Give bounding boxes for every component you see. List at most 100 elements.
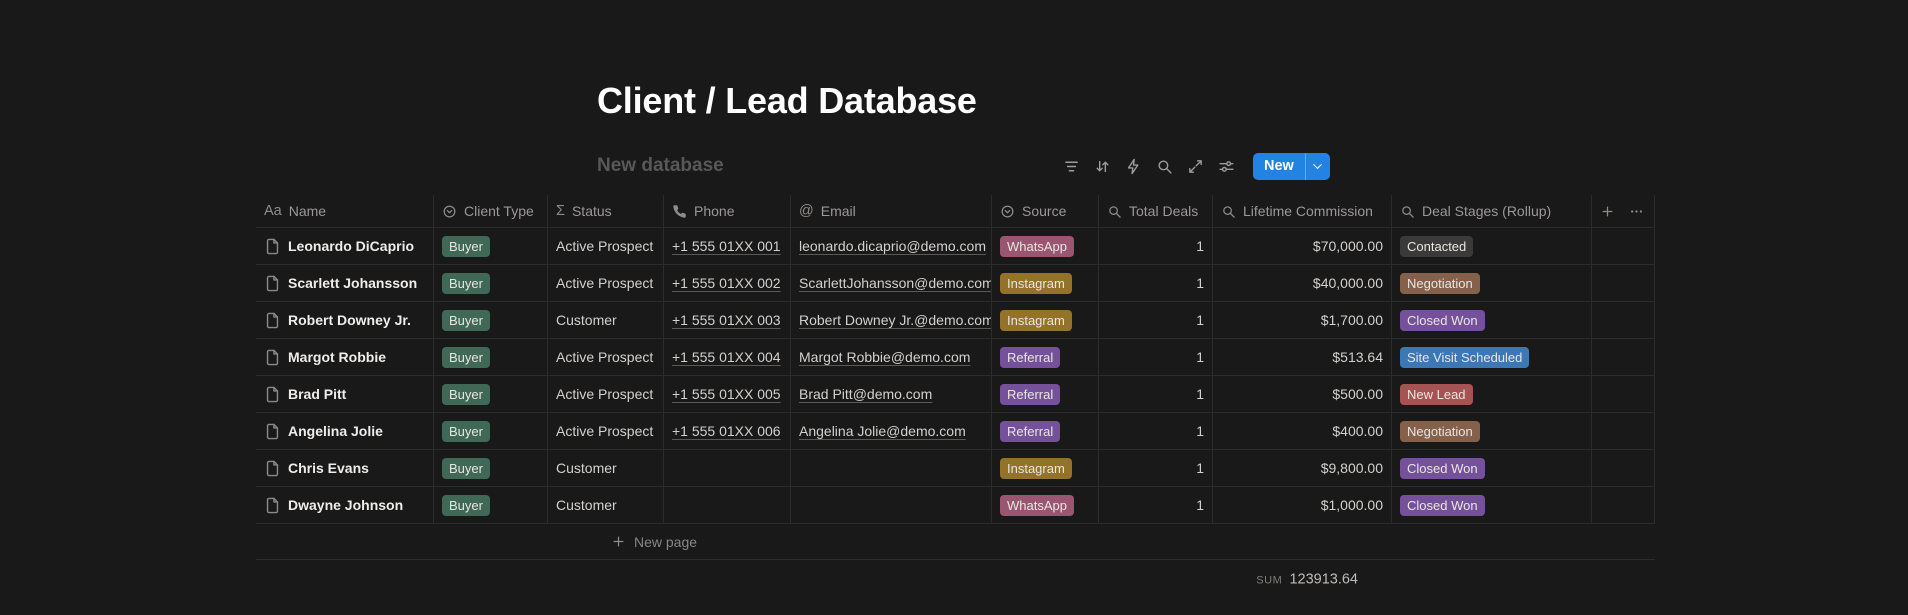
cell-source[interactable]: Instagram [992, 265, 1099, 301]
phone-link[interactable]: +1 555 01XX 001 [672, 238, 781, 254]
cell-phone[interactable]: +1 555 01XX 003 [664, 302, 791, 338]
cell-status[interactable]: Active Prospect [548, 265, 664, 301]
email-link[interactable]: Margot Robbie@demo.com [799, 349, 971, 365]
cell-lifetime-commission[interactable]: $500.00 [1213, 376, 1392, 412]
phone-link[interactable]: +1 555 01XX 003 [672, 312, 781, 328]
new-button-label[interactable]: New [1264, 158, 1294, 174]
settings-icon[interactable] [1218, 158, 1235, 175]
plus-button[interactable] [1600, 204, 1615, 219]
cell-name[interactable]: Angelina Jolie [256, 413, 434, 449]
bolt-icon[interactable] [1125, 158, 1142, 175]
cell-name[interactable]: Dwayne Johnson [256, 487, 434, 523]
cell-status[interactable]: Active Prospect [548, 228, 664, 264]
cell-status[interactable]: Customer [548, 487, 664, 523]
column-header-name[interactable]: Aa Name [256, 195, 434, 227]
cell-source[interactable]: Referral [992, 413, 1099, 449]
phone-link[interactable]: +1 555 01XX 006 [672, 423, 781, 439]
cell-client-type[interactable]: Buyer [434, 302, 548, 338]
cell-total-deals[interactable]: 1 [1099, 376, 1213, 412]
table-row[interactable]: Robert Downey Jr. Buyer Customer +1 555 01X… [256, 302, 1655, 339]
cell-email[interactable] [791, 450, 992, 486]
table-row[interactable]: Chris Evans Buyer Customer Instagram 1 $9,800… [256, 450, 1655, 487]
cell-source[interactable]: Referral [992, 376, 1099, 412]
database-name[interactable]: New database [597, 155, 724, 176]
cell-client-type[interactable]: Buyer [434, 265, 548, 301]
cell-lifetime-commission[interactable]: $70,000.00 [1213, 228, 1392, 264]
phone-link[interactable]: +1 555 01XX 002 [672, 275, 781, 291]
cell-name[interactable]: Margot Robbie [256, 339, 434, 375]
cell-source[interactable]: Instagram [992, 450, 1099, 486]
cell-lifetime-commission[interactable]: $1,700.00 [1213, 302, 1392, 338]
cell-email[interactable]: Margot Robbie@demo.com [791, 339, 992, 375]
table-row[interactable]: Margot Robbie Buyer Active Prospect +1 555 … [256, 339, 1655, 376]
cell-lifetime-commission[interactable]: $1,000.00 [1213, 487, 1392, 523]
email-link[interactable]: Angelina Jolie@demo.com [799, 423, 966, 439]
table-row[interactable]: Scarlett Johansson Buyer Active Prospect +1… [256, 265, 1655, 302]
cell-phone[interactable]: +1 555 01XX 005 [664, 376, 791, 412]
cell-deal-stages-rollup[interactable]: Contacted [1392, 228, 1592, 264]
cell-status[interactable]: Customer [548, 450, 664, 486]
cell-total-deals[interactable]: 1 [1099, 228, 1213, 264]
email-link[interactable]: leonardo.dicaprio@demo.com [799, 238, 986, 254]
new-button[interactable]: New [1253, 152, 1330, 180]
cell-phone[interactable] [664, 450, 791, 486]
cell-deal-stages-rollup[interactable]: Closed Won [1392, 487, 1592, 523]
email-link[interactable]: Robert Downey Jr.@demo.com [799, 312, 992, 328]
cell-client-type[interactable]: Buyer [434, 450, 548, 486]
cell-source[interactable]: WhatsApp [992, 487, 1099, 523]
column-header-phone[interactable]: Phone [664, 195, 791, 227]
column-header-email[interactable]: @ Email [791, 195, 992, 227]
cell-deal-stages-rollup[interactable]: Closed Won [1392, 302, 1592, 338]
cell-total-deals[interactable]: 1 [1099, 339, 1213, 375]
cell-deal-stages-rollup[interactable]: Closed Won [1392, 450, 1592, 486]
cell-email[interactable]: ScarlettJohansson@demo.com [791, 265, 992, 301]
cell-source[interactable]: Instagram [992, 302, 1099, 338]
cell-client-type[interactable]: Buyer [434, 487, 548, 523]
cell-client-type[interactable]: Buyer [434, 376, 548, 412]
cell-total-deals[interactable]: 1 [1099, 487, 1213, 523]
cell-client-type[interactable]: Buyer [434, 413, 548, 449]
cell-email[interactable]: Robert Downey Jr.@demo.com [791, 302, 992, 338]
cell-name[interactable]: Chris Evans [256, 450, 434, 486]
table-row[interactable]: Brad Pitt Buyer Active Prospect +1 555 01XX… [256, 376, 1655, 413]
cell-status[interactable]: Active Prospect [548, 339, 664, 375]
column-header-total-deals[interactable]: Total Deals [1099, 195, 1213, 227]
cell-phone[interactable]: +1 555 01XX 004 [664, 339, 791, 375]
sum-aggregate[interactable]: SUM 123913.64 [1256, 572, 1358, 588]
cell-phone[interactable] [664, 487, 791, 523]
phone-link[interactable]: +1 555 01XX 004 [672, 349, 781, 365]
column-header-source[interactable]: Source [992, 195, 1099, 227]
cell-name[interactable]: Brad Pitt [256, 376, 434, 412]
cell-total-deals[interactable]: 1 [1099, 265, 1213, 301]
cell-lifetime-commission[interactable]: $513.64 [1213, 339, 1392, 375]
cell-email[interactable]: Brad Pitt@demo.com [791, 376, 992, 412]
cell-deal-stages-rollup[interactable]: Negotiation [1392, 265, 1592, 301]
cell-client-type[interactable]: Buyer [434, 228, 548, 264]
cell-total-deals[interactable]: 1 [1099, 413, 1213, 449]
cell-name[interactable]: Robert Downey Jr. [256, 302, 434, 338]
cell-source[interactable]: Referral [992, 339, 1099, 375]
new-page-button[interactable]: New page [611, 534, 697, 550]
sort-icon[interactable] [1094, 158, 1111, 175]
cell-phone[interactable]: +1 555 01XX 006 [664, 413, 791, 449]
cell-name[interactable]: Leonardo DiCaprio [256, 228, 434, 264]
cell-deal-stages-rollup[interactable]: Negotiation [1392, 413, 1592, 449]
cell-client-type[interactable]: Buyer [434, 339, 548, 375]
search-icon[interactable] [1156, 158, 1173, 175]
expand-icon[interactable] [1187, 158, 1204, 175]
column-header-lifetime-commission[interactable]: Lifetime Commission [1213, 195, 1392, 227]
dots-button[interactable] [1629, 204, 1644, 219]
table-row[interactable]: Dwayne Johnson Buyer Customer WhatsApp 1 $1,0… [256, 487, 1655, 524]
cell-deal-stages-rollup[interactable]: New Lead [1392, 376, 1592, 412]
cell-phone[interactable]: +1 555 01XX 001 [664, 228, 791, 264]
cell-name[interactable]: Scarlett Johansson [256, 265, 434, 301]
column-header-client-type[interactable]: Client Type [434, 195, 548, 227]
cell-status[interactable]: Active Prospect [548, 376, 664, 412]
cell-phone[interactable]: +1 555 01XX 002 [664, 265, 791, 301]
cell-source[interactable]: WhatsApp [992, 228, 1099, 264]
cell-lifetime-commission[interactable]: $40,000.00 [1213, 265, 1392, 301]
chevron-down-icon[interactable] [1304, 152, 1330, 180]
email-link[interactable]: ScarlettJohansson@demo.com [799, 275, 992, 291]
cell-status[interactable]: Customer [548, 302, 664, 338]
cell-email[interactable]: leonardo.dicaprio@demo.com [791, 228, 992, 264]
